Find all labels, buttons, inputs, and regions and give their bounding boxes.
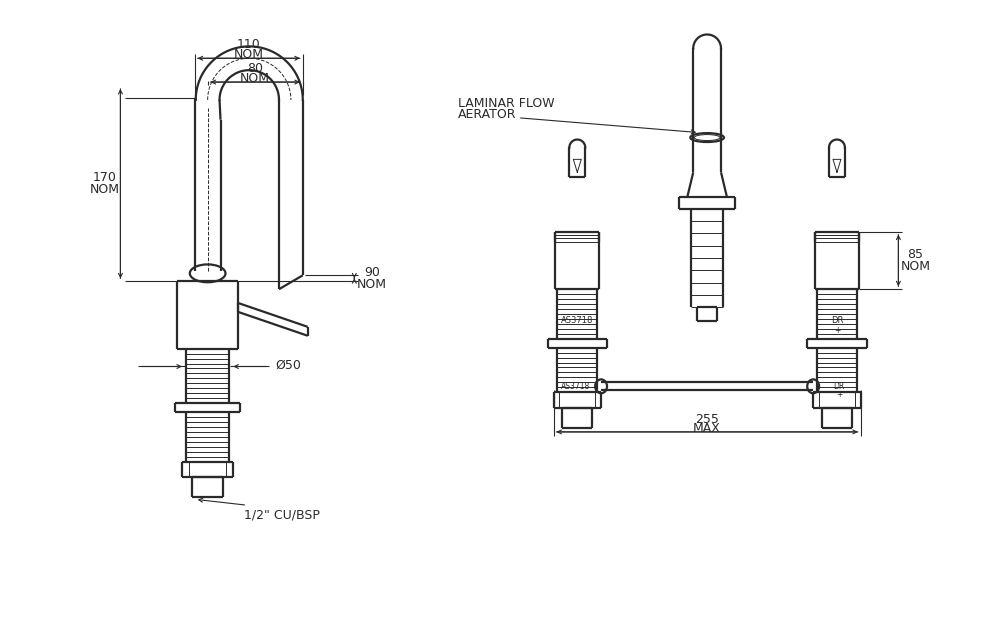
Text: NOM: NOM xyxy=(234,48,264,61)
Text: NOM: NOM xyxy=(900,260,930,273)
Text: MAX: MAX xyxy=(693,422,721,435)
Text: +: + xyxy=(836,390,842,399)
Text: NOM: NOM xyxy=(357,278,387,291)
Text: 170: 170 xyxy=(93,171,117,184)
Text: 90: 90 xyxy=(364,266,380,279)
Text: AERATOR: AERATOR xyxy=(458,108,517,121)
Text: AS3718: AS3718 xyxy=(561,382,590,391)
Text: DR: DR xyxy=(831,317,843,325)
Text: DR: DR xyxy=(833,382,845,391)
Text: 85: 85 xyxy=(907,248,923,261)
Text: NOM: NOM xyxy=(90,183,120,196)
Text: 80: 80 xyxy=(247,61,263,75)
Text: AS3718: AS3718 xyxy=(561,317,593,325)
Text: 110: 110 xyxy=(237,38,261,51)
Text: 1/2" CU/BSP: 1/2" CU/BSP xyxy=(244,509,320,522)
Text: +: + xyxy=(834,326,840,335)
Text: NOM: NOM xyxy=(240,71,270,84)
Text: LAMINAR FLOW: LAMINAR FLOW xyxy=(458,97,555,111)
Text: 255: 255 xyxy=(695,412,719,425)
Text: Ø50: Ø50 xyxy=(275,359,301,372)
